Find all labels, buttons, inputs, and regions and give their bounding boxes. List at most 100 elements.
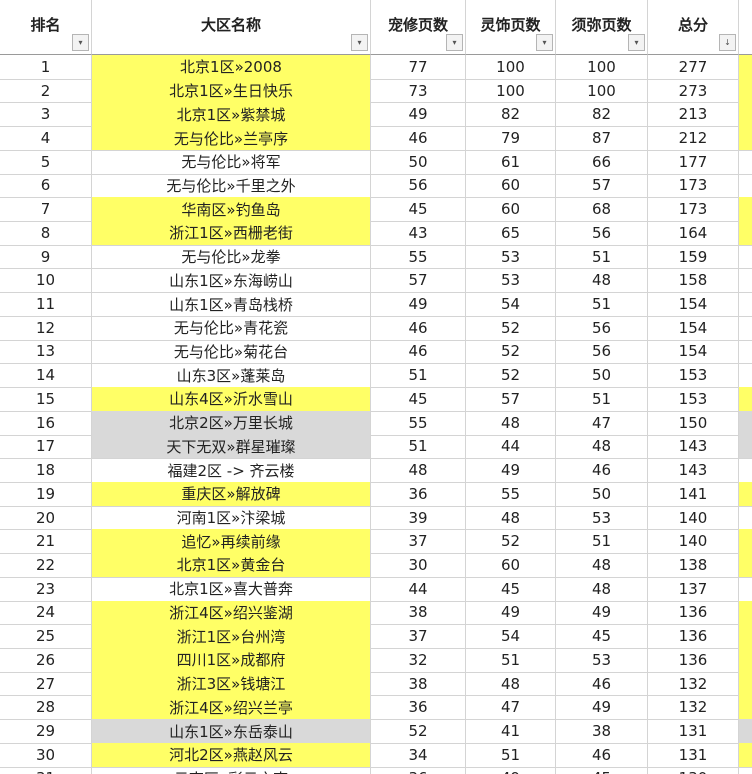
edge-cell (739, 102, 752, 128)
cell: 45 (466, 576, 556, 602)
cell: 50 (556, 363, 648, 389)
cell: 32 (371, 648, 466, 673)
cell: 45 (371, 387, 466, 412)
cell: 61 (466, 149, 556, 175)
cell: 6 (0, 173, 92, 199)
cell: 10 (0, 268, 92, 294)
edge-cell (739, 577, 752, 602)
edge-cell (739, 695, 752, 721)
cell: 14 (0, 363, 92, 389)
region-cell: 华南区»钓鱼岛 (92, 197, 371, 223)
cell: 45 (556, 766, 648, 774)
cell: 56 (556, 339, 648, 365)
edge-cell (739, 174, 752, 199)
edge-cell (739, 126, 752, 151)
cell: 11 (0, 292, 92, 317)
edge-cell (739, 648, 752, 673)
header-edge (739, 0, 752, 55)
region-cell: 北京1区»生日快乐 (92, 78, 371, 104)
cell: 73 (371, 78, 466, 104)
cell: 24 (0, 600, 92, 626)
cell: 143 (648, 458, 739, 483)
edge-cell (739, 340, 752, 365)
cell: 137 (648, 576, 739, 602)
cell: 143 (648, 434, 739, 460)
cell: 55 (371, 244, 466, 270)
edge-cell (739, 245, 752, 270)
edge-cell (739, 671, 752, 697)
filter-button[interactable]: ▾ (446, 34, 463, 51)
region-cell: 无与伦比»龙拳 (92, 244, 371, 270)
edge-cell (739, 292, 752, 317)
cell: 100 (556, 78, 648, 104)
cell: 55 (371, 410, 466, 436)
cell: 51 (371, 434, 466, 460)
cell: 43 (371, 221, 466, 246)
cell: 50 (556, 481, 648, 507)
region-cell: 无与伦比»将军 (92, 149, 371, 175)
cell: 49 (371, 102, 466, 128)
region-cell: 重庆区»解放碑 (92, 481, 371, 507)
filter-button[interactable]: ▾ (628, 34, 645, 51)
cell: 46 (371, 126, 466, 151)
cell: 30 (0, 742, 92, 768)
cell: 26 (0, 648, 92, 673)
edge-cell (739, 742, 752, 768)
edge-cell (739, 316, 752, 341)
column-header: 宠修页数 (371, 0, 466, 55)
cell: 82 (466, 102, 556, 128)
cell: 277 (648, 55, 739, 80)
cell: 21 (0, 529, 92, 555)
cell: 130 (648, 766, 739, 774)
column-header: 须弥页数 (556, 0, 648, 55)
cell: 45 (371, 197, 466, 223)
cell: 48 (556, 268, 648, 294)
cell: 38 (556, 719, 648, 744)
region-cell: 河南1区»汴梁城 (92, 505, 371, 531)
cell: 68 (556, 197, 648, 223)
edge-cell (739, 434, 752, 460)
region-cell: 浙江1区»台州湾 (92, 624, 371, 649)
region-cell: 追忆»再续前缘 (92, 529, 371, 555)
filter-button[interactable]: ▾ (351, 34, 368, 51)
filter-button[interactable]: ↓ (719, 34, 736, 51)
cell: 27 (0, 671, 92, 697)
column-header: 总分 (648, 0, 739, 55)
edge-cell (739, 767, 752, 774)
cell: 136 (648, 600, 739, 626)
cell: 51 (466, 648, 556, 673)
cell: 37 (371, 624, 466, 649)
cell: 2 (0, 78, 92, 104)
cell: 28 (0, 695, 92, 721)
cell: 140 (648, 505, 739, 531)
cell: 136 (648, 648, 739, 673)
cell: 66 (556, 149, 648, 175)
cell: 3 (0, 102, 92, 128)
cell: 19 (0, 481, 92, 507)
cell: 132 (648, 695, 739, 721)
region-cell: 天下无双»群星璀璨 (92, 434, 371, 460)
cell: 25 (0, 624, 92, 649)
cell: 159 (648, 244, 739, 270)
cell: 51 (556, 292, 648, 317)
edge-cell (739, 624, 752, 649)
cell: 60 (466, 173, 556, 199)
cell: 46 (556, 671, 648, 697)
cell: 5 (0, 149, 92, 175)
cell: 36 (371, 481, 466, 507)
filter-button[interactable]: ▾ (72, 34, 89, 51)
filter-button[interactable]: ▾ (536, 34, 553, 51)
cell: 4 (0, 126, 92, 151)
cell: 56 (556, 315, 648, 341)
column-header: 大区名称 (92, 0, 371, 55)
region-cell: 浙江4区»绍兴鉴湖 (92, 600, 371, 626)
cell: 52 (466, 339, 556, 365)
cell: 82 (556, 102, 648, 128)
cell: 46 (371, 339, 466, 365)
cell: 100 (466, 55, 556, 80)
cell: 51 (556, 387, 648, 412)
edge-cell (739, 458, 752, 483)
region-cell: 河北2区»燕赵风云 (92, 742, 371, 768)
cell: 100 (556, 55, 648, 80)
cell: 47 (556, 410, 648, 436)
